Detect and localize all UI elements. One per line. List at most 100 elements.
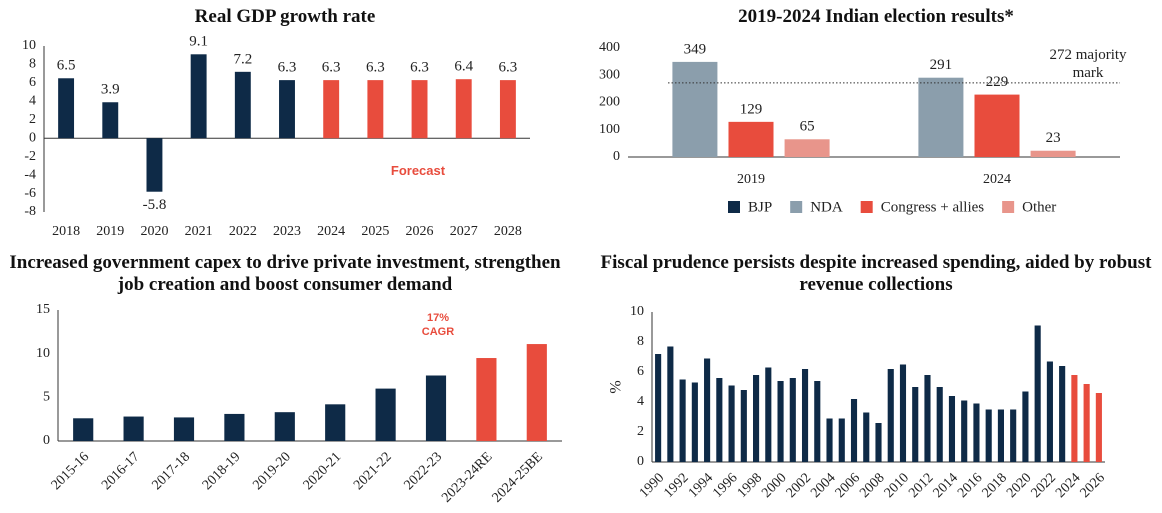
x-tick-label: 2020 (140, 224, 168, 239)
x-tick-label: 1994 (686, 470, 716, 500)
data-label: 6.3 (278, 60, 297, 76)
bar (58, 78, 75, 139)
y-tick-label: 8 (29, 57, 36, 72)
data-label: 9.1 (189, 34, 208, 50)
x-tick-label: 2002 (784, 470, 814, 500)
bar (325, 404, 346, 441)
data-label: 349 (684, 41, 707, 57)
y-tick-label: -6 (24, 186, 36, 201)
x-tick-label: 2017-18 (149, 449, 193, 493)
data-label: 291 (930, 57, 953, 73)
bar (102, 102, 119, 139)
bar (801, 369, 809, 462)
x-tick-label: 2023-24RE (439, 449, 495, 505)
bar (765, 367, 772, 462)
bar (234, 71, 251, 139)
y-tick-label: 2 (637, 424, 644, 439)
x-tick-label: 2000 (759, 470, 789, 500)
bar (838, 418, 845, 462)
data-label: 6.3 (410, 60, 429, 76)
data-label: 129 (740, 101, 763, 117)
bar (375, 388, 396, 441)
bar (961, 400, 968, 462)
data-label: 6.5 (57, 58, 76, 74)
bar (875, 423, 882, 462)
y-tick-label: 200 (599, 95, 620, 110)
x-tick-label: 2024 (317, 224, 345, 239)
y-tick-label: 0 (637, 454, 644, 469)
x-tick-label: 2018 (52, 224, 80, 239)
bar (73, 418, 94, 441)
legend-swatch (860, 201, 873, 213)
data-label: -5.8 (143, 197, 167, 213)
x-tick-label: 2016 (955, 470, 985, 500)
data-label: 6.3 (499, 60, 518, 76)
y-tick-label: 0 (29, 130, 36, 145)
y-tick-label: 4 (637, 394, 644, 409)
legend-label: Other (1022, 199, 1056, 215)
data-label: 6.3 (366, 60, 385, 76)
annotation: Forecast (390, 163, 446, 178)
legend-swatch (790, 201, 803, 213)
legend-label: Congress + allies (881, 199, 985, 215)
data-label: 7.2 (233, 51, 252, 67)
data-label: 3.9 (101, 82, 120, 98)
x-tick-label: 2023 (273, 224, 301, 239)
x-tick-label: 2026 (406, 224, 434, 239)
bar (1030, 150, 1076, 157)
x-tick-label: 2026 (1078, 470, 1108, 500)
bar (814, 381, 821, 462)
x-tick-label: 2025 (361, 224, 389, 239)
bar (499, 80, 516, 139)
x-tick-label: 2022-23 (401, 449, 445, 493)
y-tick-label: -8 (24, 204, 36, 219)
bar (190, 54, 207, 139)
y-tick-label: -4 (24, 167, 36, 182)
y-tick-label: 10 (22, 38, 36, 53)
chart-title: 2019-2024 Indian election results* (738, 6, 1014, 27)
x-tick-label: 1996 (710, 470, 740, 500)
x-tick-label: 1990 (637, 470, 667, 500)
data-label: 6.4 (454, 59, 473, 75)
y-tick-label: 2 (29, 112, 36, 127)
bar (323, 80, 340, 139)
y-tick-label: 4 (29, 94, 36, 109)
bar (850, 399, 858, 462)
x-tick-label: 2004 (808, 470, 838, 500)
bar (274, 412, 295, 441)
x-tick-label: 2024-25BE (490, 449, 546, 505)
reference-label: 272 majority mark (1049, 47, 1127, 81)
bar (948, 396, 956, 462)
bar (1071, 375, 1078, 462)
legend-swatch (728, 201, 740, 213)
bar (973, 403, 980, 462)
annotation: 17% CAGR (421, 312, 455, 338)
bar (784, 139, 830, 157)
x-tick-label: 2016-17 (99, 449, 143, 493)
y-tick-label: 6 (637, 364, 644, 379)
bar (1083, 384, 1090, 462)
x-tick-label: 2022 (229, 224, 257, 239)
bar (425, 375, 447, 441)
y-tick-label: 5 (43, 390, 50, 405)
bar (728, 385, 735, 462)
bar (1095, 393, 1102, 462)
x-tick-label: 1998 (735, 470, 765, 500)
x-tick-label: 2021 (185, 224, 213, 239)
data-label: 65 (800, 119, 815, 135)
bar (476, 358, 497, 441)
legend-swatch (1002, 201, 1015, 213)
bar (936, 387, 943, 462)
y-tick-label: 0 (613, 149, 620, 164)
bar (728, 121, 774, 157)
bar (1059, 366, 1066, 462)
bar (655, 354, 662, 462)
y-tick-label: 100 (599, 122, 620, 137)
y-tick-label: 6 (29, 75, 36, 90)
x-tick-label: 2020 (1004, 470, 1034, 500)
bar (279, 80, 295, 139)
bar (887, 369, 894, 462)
bar (526, 344, 547, 441)
bar (716, 378, 723, 462)
